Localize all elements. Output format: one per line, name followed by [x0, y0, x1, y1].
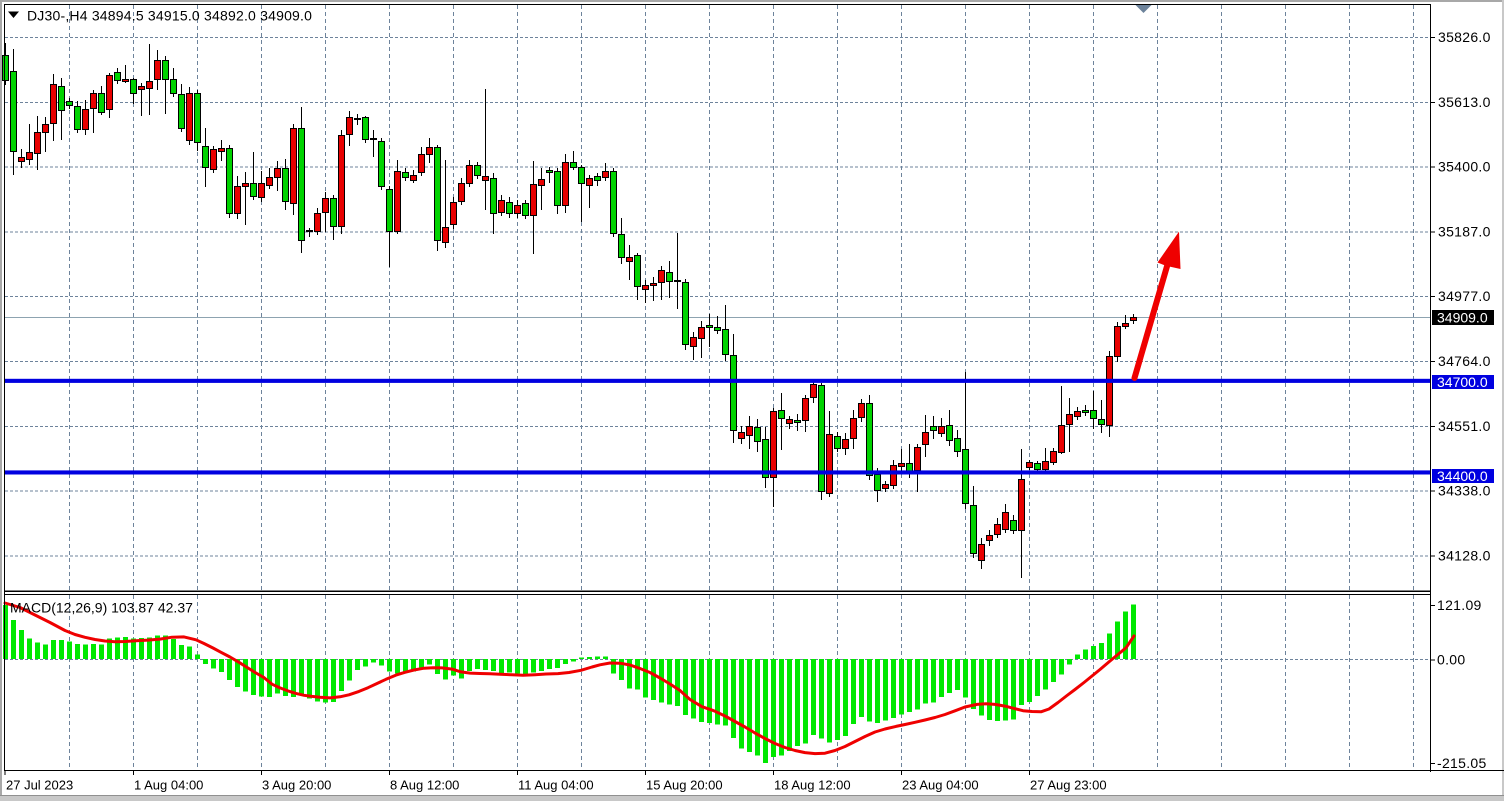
svg-text:35187.0: 35187.0 — [1438, 223, 1491, 239]
svg-text:34128.0: 34128.0 — [1438, 547, 1491, 563]
svg-text:34909.0: 34909.0 — [1437, 310, 1488, 326]
svg-text:34977.0: 34977.0 — [1438, 288, 1491, 304]
svg-text:0.00: 0.00 — [1437, 652, 1465, 668]
svg-text:MACD(12,26,9) 103.87 42.37: MACD(12,26,9) 103.87 42.37 — [10, 600, 193, 616]
svg-text:-215.05: -215.05 — [1437, 755, 1487, 771]
svg-text:18 Aug 12:00: 18 Aug 12:00 — [774, 778, 851, 793]
svg-text:11 Aug 04:00: 11 Aug 04:00 — [518, 778, 594, 793]
svg-text:27 Jul 2023: 27 Jul 2023 — [6, 778, 73, 793]
svg-text:121.09: 121.09 — [1437, 597, 1482, 613]
svg-text:27 Aug 23:00: 27 Aug 23:00 — [1030, 778, 1107, 793]
svg-text:8 Aug 12:00: 8 Aug 12:00 — [390, 778, 459, 793]
svg-text:34551.0: 34551.0 — [1438, 418, 1491, 434]
svg-text:1 Aug 04:00: 1 Aug 04:00 — [134, 778, 203, 793]
svg-text:DJ30-,H4 34894.5 34915.0 3489: DJ30-,H4 34894.5 34915.0 34892.0 34909.0 — [27, 8, 312, 24]
svg-text:35826.0: 35826.0 — [1438, 29, 1491, 45]
svg-text:35400.0: 35400.0 — [1438, 159, 1491, 175]
svg-text:15 Aug 20:00: 15 Aug 20:00 — [646, 778, 723, 793]
svg-text:23 Aug 04:00: 23 Aug 04:00 — [902, 778, 979, 793]
svg-text:35613.0: 35613.0 — [1438, 94, 1491, 110]
svg-text:3 Aug 20:00: 3 Aug 20:00 — [262, 778, 331, 793]
svg-text:34338.0: 34338.0 — [1438, 483, 1491, 499]
svg-text:34400.0: 34400.0 — [1437, 468, 1488, 484]
svg-text:34764.0: 34764.0 — [1438, 353, 1491, 369]
svg-text:34700.0: 34700.0 — [1437, 374, 1488, 390]
